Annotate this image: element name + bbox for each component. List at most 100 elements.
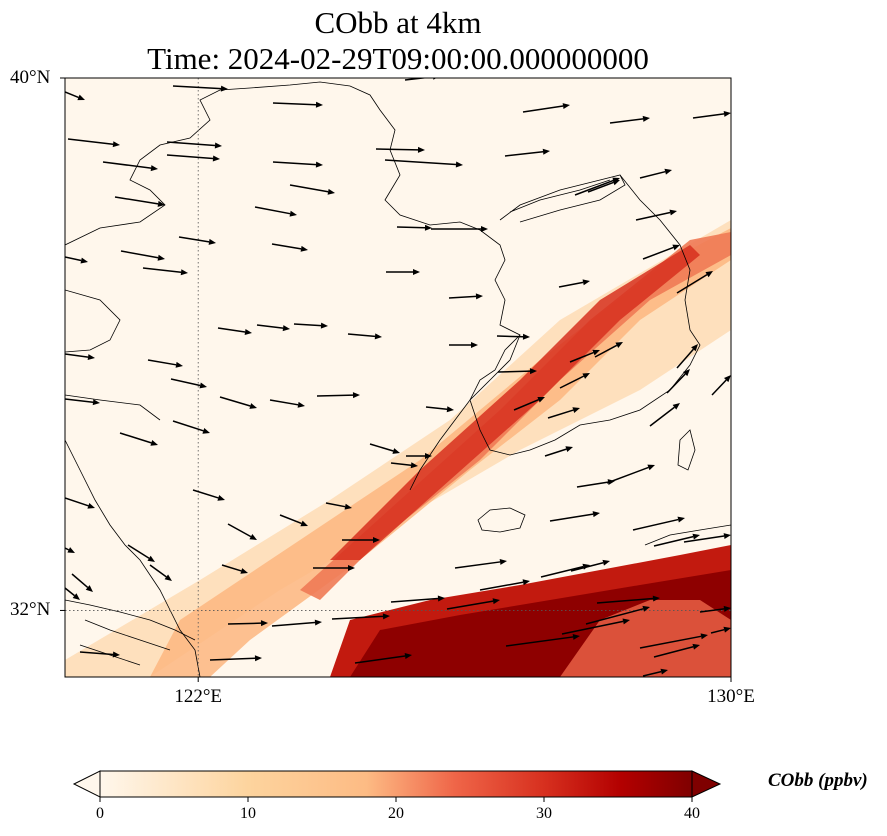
wind-arrow — [325, 502, 352, 510]
wind-arrow — [209, 655, 262, 662]
colorbar-extend-high — [691, 770, 722, 798]
wind-arrow — [347, 333, 382, 340]
wind-arrow — [406, 453, 432, 459]
map-frame — [64, 77, 732, 678]
colorbar — [72, 770, 722, 802]
y-tick-label: 32°N — [10, 599, 51, 621]
wind-arrow — [256, 324, 290, 332]
wind-arrow — [65, 398, 100, 406]
colorbar-body — [99, 770, 693, 798]
wind-arrow — [574, 177, 620, 196]
colorbar-tick-label: 10 — [240, 805, 256, 822]
wind-arrow — [271, 619, 322, 627]
wind-arrow — [711, 375, 731, 396]
wind-arrow — [653, 533, 700, 547]
wind-arrow — [569, 349, 600, 363]
wind-arrow — [497, 368, 537, 375]
tsushima-island — [677, 429, 696, 471]
inland-border — [65, 394, 161, 421]
wind-arrow — [699, 605, 731, 613]
wind-arrow — [166, 141, 222, 149]
wind-arrow — [431, 226, 488, 232]
wind-arrow — [65, 353, 95, 361]
wind-arrow — [558, 279, 590, 288]
wind-arrow — [269, 399, 305, 408]
wind-arrow — [513, 396, 545, 411]
wind-arrow — [289, 184, 335, 195]
wind-arrow — [272, 101, 323, 108]
wind-arrow — [354, 653, 412, 664]
wind-vectors — [65, 78, 731, 677]
wind-arrow — [549, 511, 600, 522]
wind-arrow — [172, 420, 210, 434]
wind-arrow — [425, 406, 454, 413]
wind-arrow — [396, 224, 432, 231]
wind-arrow — [609, 115, 650, 124]
wind-arrow — [522, 103, 570, 113]
wind-arrow — [596, 595, 660, 604]
y-tick-label: 40°N — [10, 67, 51, 88]
x-tick-label: 130°E — [707, 686, 755, 707]
wind-arrow — [369, 443, 400, 454]
wind-arrow — [293, 322, 328, 329]
wind-arrow — [166, 154, 220, 162]
wind-arrow — [375, 146, 425, 153]
wind-arrow — [142, 267, 188, 276]
wind-arrow — [390, 595, 445, 603]
axis-ticks — [60, 77, 732, 682]
wind-arrow — [227, 620, 268, 627]
colorbar-ticks — [99, 797, 693, 802]
wind-arrow — [390, 462, 418, 469]
wind-arrow — [594, 342, 623, 358]
colorbar-tick-label: 40 — [684, 805, 700, 822]
wind-arrow — [585, 605, 650, 625]
wind-arrow — [65, 497, 95, 509]
wind-arrow — [67, 138, 120, 148]
colorbar-tick-label: 0 — [96, 805, 104, 822]
wind-arrow — [642, 668, 668, 677]
wind-arrow — [683, 533, 731, 543]
colorbar-tick-label: 20 — [388, 805, 404, 822]
jeju-island — [477, 507, 526, 533]
wind-arrow — [119, 432, 158, 446]
wind-arrow — [272, 161, 323, 168]
wind-arrow — [120, 250, 165, 261]
wind-arrow — [170, 378, 207, 389]
wind-arrow — [496, 333, 530, 340]
wind-arrow — [692, 110, 731, 119]
wind-arrow — [342, 537, 380, 543]
wind-arrow — [316, 392, 360, 399]
wind-arrow — [561, 618, 630, 635]
wind-arrow — [192, 489, 225, 501]
wind-arrow — [632, 516, 685, 531]
wind-arrow — [479, 579, 530, 591]
colorbar-label: CObb (ppbv) — [768, 770, 868, 791]
wind-arrow — [313, 565, 355, 571]
wind-arrow — [666, 369, 690, 394]
wind-arrow — [449, 342, 478, 348]
wind-arrow — [221, 564, 248, 574]
wind-arrow — [676, 271, 713, 294]
wind-arrow — [114, 196, 165, 207]
wind-arrow — [570, 559, 610, 572]
wind-arrow — [642, 244, 680, 260]
wind-arrow — [219, 396, 257, 409]
wind-arrow — [65, 547, 75, 553]
wind-arrow — [676, 344, 698, 369]
wind-arrow — [147, 359, 183, 368]
wind-arrow — [454, 558, 507, 569]
wind-arrow — [217, 327, 252, 335]
wind-arrow — [331, 613, 390, 620]
wind-arrow — [254, 206, 297, 217]
colorbar-tick-label: 30 — [536, 805, 552, 822]
wind-arrow — [710, 626, 731, 634]
wind-arrow — [448, 293, 483, 300]
map-subtitle-time: Time: 2024-02-29T09:00:00.000000000 — [147, 41, 649, 76]
wind-arrow — [653, 643, 700, 658]
wind-arrow — [606, 464, 655, 484]
wind-arrow — [65, 91, 85, 101]
wind-arrow — [71, 573, 93, 592]
wind-arrow — [544, 446, 573, 457]
wind-arrow — [649, 403, 680, 427]
